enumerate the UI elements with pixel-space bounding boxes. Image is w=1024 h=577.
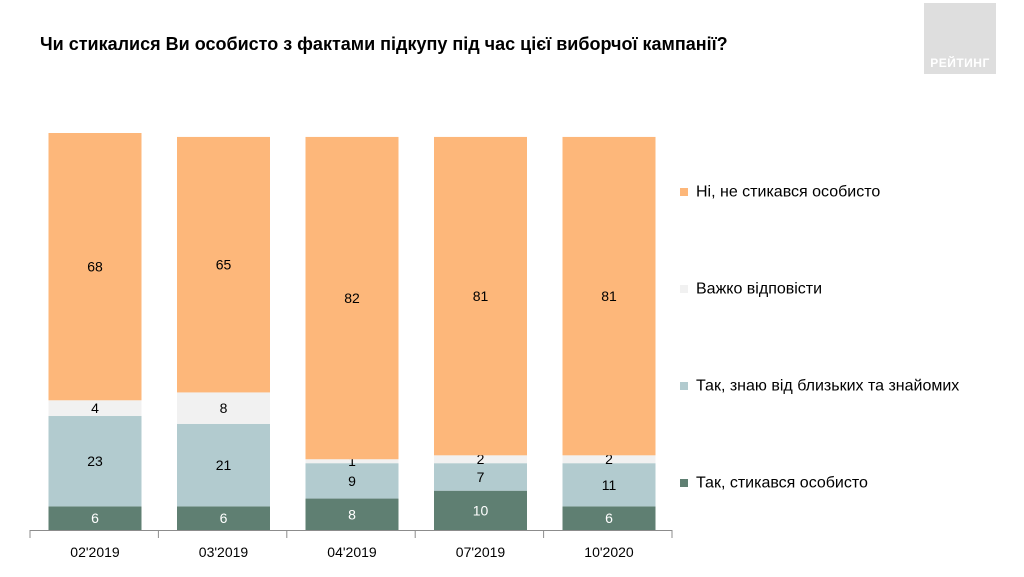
data-label-0-2: 4 xyxy=(91,400,99,416)
brand-logo: РЕЙТИНГ xyxy=(924,3,996,74)
legend-label-0: Ні, не стикався особисто xyxy=(696,184,880,201)
brand-logo-text: РЕЙТИНГ xyxy=(930,56,990,70)
x-tick-label-4: 10'2020 xyxy=(584,544,634,560)
bar-segment-3-0 xyxy=(434,490,527,530)
legend-label-2: Так, знаю від близьких та знайомих xyxy=(696,378,959,395)
data-label-0-3: 68 xyxy=(87,259,103,275)
data-label-1-2: 8 xyxy=(220,400,228,416)
bar-segment-3-2 xyxy=(434,455,527,464)
bar-segment-2-1 xyxy=(305,463,399,499)
data-label-0-1: 23 xyxy=(87,453,103,469)
bars-group: 6 23 4 68 6 21 8 65 8 9 1 82 10 7 2 81 6 11 2 81 xyxy=(48,133,656,530)
legend-swatch-1 xyxy=(680,285,688,293)
x-tick-label-3: 07'2019 xyxy=(456,544,506,560)
data-label-2-0: 8 xyxy=(348,506,356,522)
bar-segment-4-0 xyxy=(562,506,656,530)
bar-segment-4-3 xyxy=(562,136,656,456)
bar-segment-1-0 xyxy=(177,506,270,530)
bar-segment-1-2 xyxy=(177,392,270,424)
legend-swatch-0 xyxy=(680,188,688,196)
data-label-4-2: 2 xyxy=(605,451,613,467)
bar-segment-0-3 xyxy=(48,133,142,401)
data-label-2-3: 82 xyxy=(344,290,360,306)
data-label-1-1: 21 xyxy=(216,457,232,473)
data-label-3-2: 2 xyxy=(477,451,485,467)
x-tick-label-2: 04'2019 xyxy=(327,544,377,560)
x-tick-label-0: 02'2019 xyxy=(70,544,120,560)
legend-label-1: Важко відповісти xyxy=(696,281,822,298)
bar-segment-3-1 xyxy=(434,463,527,491)
bar-segment-3-3 xyxy=(434,136,527,456)
legend-swatch-2 xyxy=(680,382,688,390)
data-label-4-1: 11 xyxy=(602,477,617,493)
data-label-1-3: 65 xyxy=(216,257,232,273)
bar-segment-1-1 xyxy=(177,423,270,507)
legend: Ні, не стикався особисто Важко відповісти… xyxy=(680,184,959,492)
bar-segment-4-2 xyxy=(562,455,656,464)
bar-segment-0-0 xyxy=(48,506,142,530)
bar-segment-2-0 xyxy=(305,498,399,530)
data-label-4-3: 81 xyxy=(601,288,617,304)
chart-title: Чи стикалися Ви особисто з фактами підку… xyxy=(40,34,728,54)
data-label-0-0: 6 xyxy=(91,510,99,526)
data-label-1-0: 6 xyxy=(220,510,228,526)
data-label-2-2: 1 xyxy=(348,453,356,469)
bar-segment-0-2 xyxy=(48,400,142,417)
bar-segment-0-1 xyxy=(48,416,142,507)
x-tick-label-1: 03'2019 xyxy=(199,544,249,560)
data-label-3-3: 81 xyxy=(473,288,489,304)
data-label-2-1: 9 xyxy=(348,473,356,489)
x-axis: 02'2019 03'2019 04'2019 07'2019 10'2020 xyxy=(29,530,673,560)
bar-segment-1-3 xyxy=(177,136,270,393)
data-label-3-0: 10 xyxy=(473,502,489,518)
bar-segment-4-1 xyxy=(562,463,656,507)
bar-segment-2-3 xyxy=(305,136,399,460)
legend-swatch-3 xyxy=(680,479,688,487)
data-label-3-1: 7 xyxy=(477,469,485,485)
data-label-4-0: 6 xyxy=(605,510,613,526)
legend-label-3: Так, стикався особисто xyxy=(696,475,868,492)
bar-segment-2-2 xyxy=(305,459,399,464)
